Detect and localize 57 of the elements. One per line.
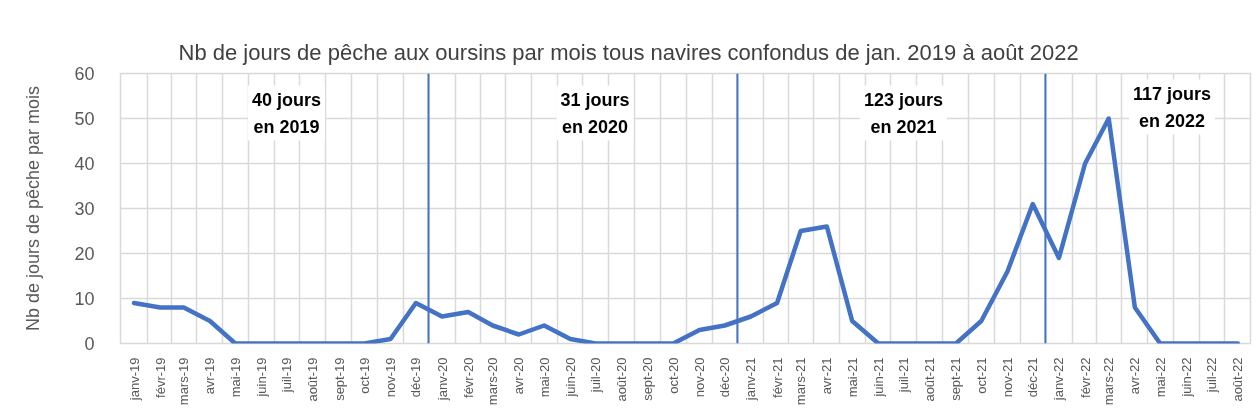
x-tick-label: mai-22 — [1152, 357, 1168, 398]
x-tick-label: nov-20 — [691, 357, 707, 398]
x-tick-label: août-20 — [614, 357, 630, 402]
x-tick-label: mars-21 — [793, 357, 809, 406]
x-tick-label: janv-19 — [126, 357, 142, 402]
x-tick-label: mars-19 — [176, 357, 192, 406]
x-tick-label: juin-20 — [562, 357, 578, 398]
x-tick-label: sept-21 — [948, 357, 964, 401]
x-tick-label: mars-22 — [1101, 357, 1117, 406]
x-tick-label: juil-22 — [1204, 357, 1220, 394]
x-tick-label: août-22 — [1230, 357, 1246, 402]
x-tick-label: oct-20 — [665, 357, 681, 394]
x-tick-label: juil-21 — [896, 357, 912, 394]
x-tick-label: mai-21 — [844, 357, 860, 398]
x-tick-label: févr-19 — [152, 357, 168, 398]
x-tick-label: avr-22 — [1127, 357, 1143, 395]
x-tick-label: août-19 — [305, 357, 321, 402]
y-tick-label: 10 — [74, 289, 95, 309]
x-tick-label: déc-19 — [408, 357, 424, 398]
chart-title: Nb de jours de pêche aux oursins par mois tous navires confondus de jan. 2019 à août 2022 — [178, 39, 1079, 65]
x-tick-label: oct-19 — [356, 357, 372, 394]
x-tick-label: juil-20 — [588, 357, 604, 394]
y-tick-label: 20 — [74, 244, 95, 264]
annotation: 40 jours en 2019 — [252, 89, 322, 137]
x-tick-label: janv-22 — [1051, 357, 1067, 402]
x-tick-label: févr-21 — [769, 357, 785, 398]
x-tick-label: sept-19 — [331, 357, 347, 401]
x-tick-label: févr-20 — [460, 357, 476, 398]
y-tick-label: 0 — [84, 334, 95, 354]
y-tick-label: 60 — [74, 64, 95, 84]
annotation: 117 jours en 2022 — [1132, 83, 1211, 131]
x-tick-label: janv-21 — [743, 357, 759, 402]
x-tick-label: juil-19 — [279, 357, 295, 394]
y-tick-label: 40 — [74, 154, 95, 174]
x-tick-label: juin-19 — [253, 357, 269, 398]
y-tick-label: 50 — [74, 109, 95, 129]
x-tick-label: nov-19 — [383, 357, 399, 398]
x-tick-label: oct-21 — [973, 357, 989, 394]
x-tick-label: août-21 — [922, 357, 938, 402]
x-tick-label: déc-21 — [1025, 357, 1041, 398]
x-tick-label: déc-20 — [717, 357, 733, 398]
annotation: 123 jours en 2021 — [863, 89, 943, 137]
x-tick-label: avr-20 — [511, 357, 527, 395]
x-tick-label: mai-19 — [227, 357, 243, 398]
x-tick-label: févr-22 — [1077, 357, 1093, 398]
x-tick-label: avr-19 — [202, 357, 218, 395]
x-tick-label: janv-20 — [434, 357, 450, 402]
x-tick-label: sept-20 — [640, 357, 656, 401]
x-tick-label: avr-21 — [819, 357, 835, 395]
annotation: 31 jours en 2020 — [560, 89, 630, 137]
y-axis-title: Nb de jours de pêche par mois — [23, 85, 44, 332]
x-tick-label: mai-20 — [536, 357, 552, 398]
x-tick-label: juin-22 — [1178, 357, 1194, 398]
x-tick-label: nov-21 — [999, 357, 1015, 398]
x-tick-label: juin-21 — [870, 357, 886, 398]
x-tick-label: mars-20 — [485, 357, 501, 406]
y-tick-label: 30 — [74, 199, 95, 219]
